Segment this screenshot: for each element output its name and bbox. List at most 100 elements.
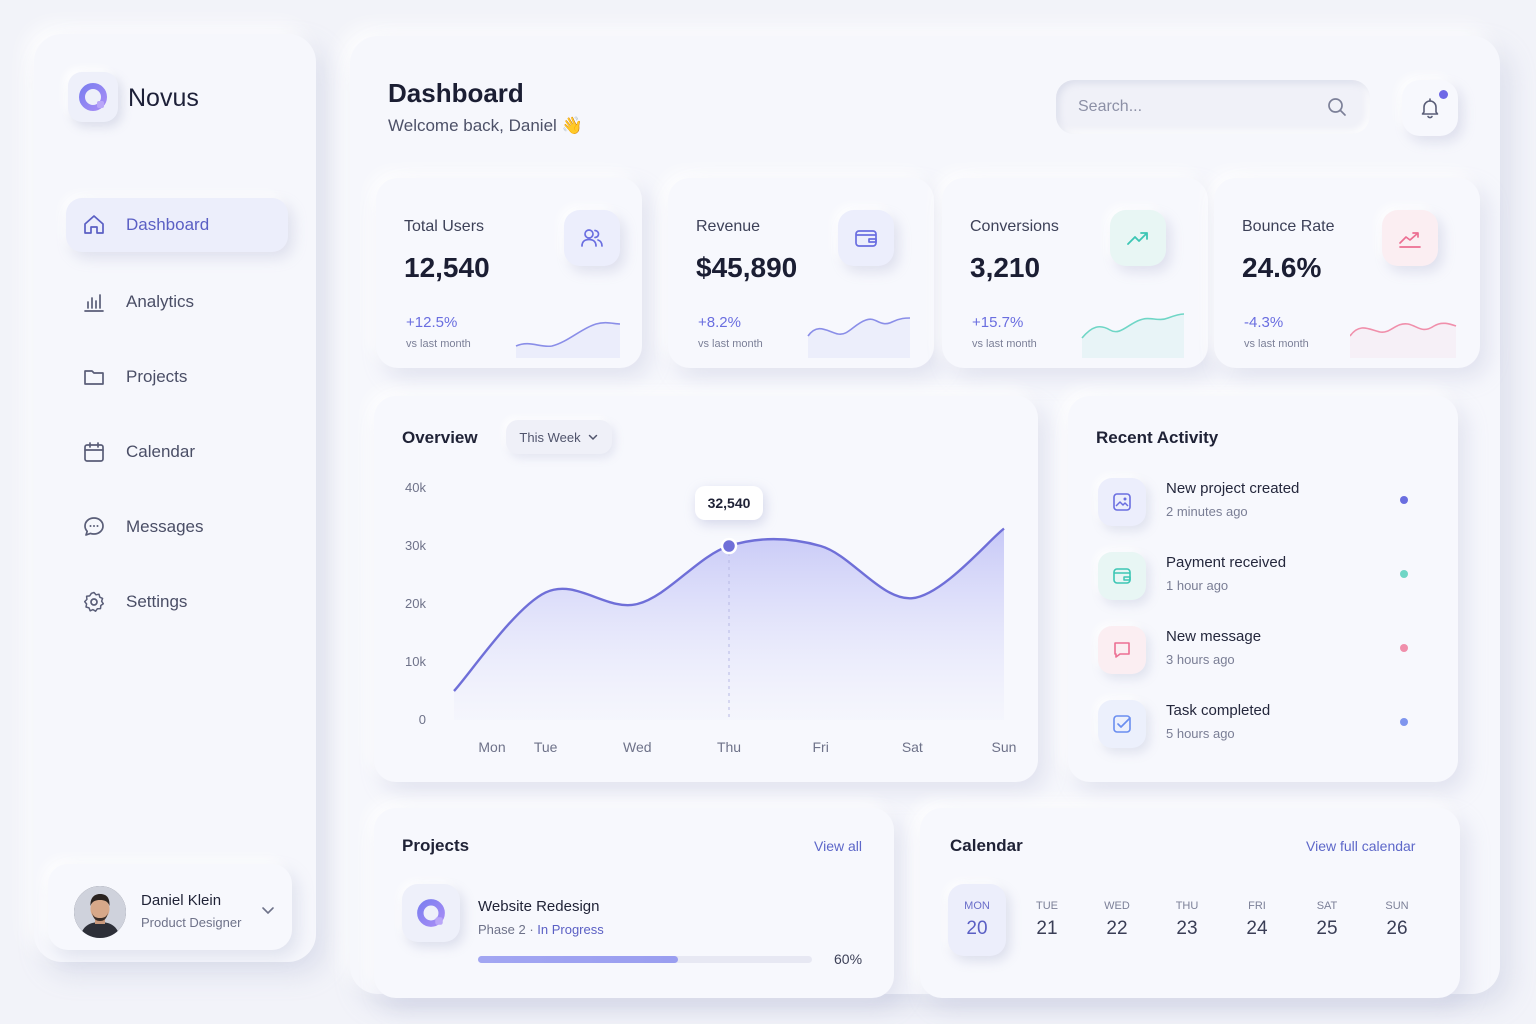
sparkline	[515, 321, 621, 358]
logo-icon	[417, 899, 445, 927]
range-dropdown[interactable]: This Week	[506, 420, 612, 454]
activity-item[interactable]: Task completed 5 hours ago	[1098, 698, 1418, 754]
stat-vs: vs last month	[1244, 338, 1309, 350]
calendar-day[interactable]: WED 22	[1088, 884, 1146, 956]
sidebar-item-calendar[interactable]: Calendar	[66, 425, 288, 479]
stat-value: 12,540	[404, 252, 490, 283]
stat-change: -4.3%	[1244, 314, 1284, 331]
calendar-icon	[84, 442, 104, 462]
chat-icon	[84, 517, 104, 536]
sidebar: Novus Dashboard Analytics Projects Calen…	[34, 34, 316, 962]
stat-vs: vs last month	[698, 338, 763, 350]
calendar-day[interactable]: MON 20	[948, 884, 1006, 956]
stat-icon-tile	[1110, 210, 1166, 266]
sidebar-item-label: Messages	[126, 517, 204, 536]
project-name[interactable]: Website Redesign	[478, 898, 600, 915]
activity-item[interactable]: New message 3 hours ago	[1098, 624, 1418, 680]
sidebar-item-label: Projects	[126, 367, 188, 386]
bar-chart-icon	[84, 294, 104, 312]
search-bar[interactable]	[1056, 80, 1370, 134]
sidebar-item-dashboard[interactable]: Dashboard	[66, 198, 288, 252]
users-icon	[581, 229, 603, 247]
search-icon[interactable]	[1326, 96, 1348, 118]
stat-change: +15.7%	[972, 314, 1024, 331]
calendar-day[interactable]: SUN 26	[1368, 884, 1426, 956]
calendar-day[interactable]: SAT 25	[1298, 884, 1356, 956]
activity-time: 5 hours ago	[1166, 726, 1235, 741]
y-tick-label: 40k	[405, 480, 426, 495]
progress-track	[478, 956, 812, 963]
highlight-point[interactable]	[720, 537, 738, 555]
stat-icon-tile	[1382, 210, 1438, 266]
calendar-day[interactable]: THU 23	[1158, 884, 1216, 956]
progress-fill	[478, 956, 679, 963]
bell-icon	[1421, 98, 1439, 119]
y-tick-label: 20k	[405, 596, 426, 611]
image-icon	[1113, 493, 1131, 511]
calendar-day[interactable]: TUE 21	[1018, 884, 1076, 956]
projects-card: Projects View all Website Redesign Phase…	[374, 808, 894, 998]
wallet-icon	[855, 230, 877, 247]
sidebar-item-label: Settings	[126, 592, 188, 611]
calendar-day[interactable]: FRI 24	[1228, 884, 1286, 956]
activity-title: New project created	[1166, 480, 1300, 497]
day-of-week: SAT	[1316, 900, 1338, 912]
activity-item[interactable]: Payment received 1 hour ago	[1098, 550, 1418, 606]
stat-card-total-users[interactable]: Total Users 12,540 +12.5% vs last month	[376, 178, 642, 368]
y-tick-label: 0	[419, 712, 426, 727]
notifications-button[interactable]	[1402, 80, 1458, 136]
sidebar-item-messages[interactable]: Messages	[66, 500, 288, 554]
user-menu[interactable]: Daniel Klein Product Designer	[48, 864, 292, 950]
activity-title: Task completed	[1166, 702, 1271, 719]
activity-icon-tile	[1098, 478, 1146, 526]
stat-card-conversions[interactable]: Conversions 3,210 +15.7% vs last month	[942, 178, 1208, 368]
x-tick-label: Thu	[717, 739, 741, 755]
activity-time: 3 hours ago	[1166, 652, 1235, 667]
activity-card: Recent Activity New project created 2 mi…	[1068, 396, 1458, 782]
stat-vs: vs last month	[972, 338, 1037, 350]
stat-value: 3,210	[970, 252, 1041, 283]
sparkline	[807, 317, 911, 358]
tooltip-box	[695, 486, 763, 520]
sidebar-item-label: Calendar	[126, 442, 195, 461]
sparkline	[1081, 313, 1185, 358]
stat-card-revenue[interactable]: Revenue $45,890 +8.2% vs last month	[668, 178, 934, 368]
chevron-down-icon[interactable]	[260, 902, 276, 918]
trend-icon	[1399, 232, 1421, 248]
sidebar-item-projects[interactable]: Projects	[66, 350, 288, 404]
stat-label: Revenue	[696, 218, 761, 235]
sidebar-item-label: Dashboard	[126, 215, 210, 234]
stat-card-bounce-rate[interactable]: Bounce Rate 24.6% -4.3% vs last month	[1214, 178, 1480, 368]
day-number: 20	[966, 918, 988, 939]
sidebar-item-analytics[interactable]: Analytics	[66, 275, 288, 329]
search-input[interactable]	[1078, 98, 1298, 116]
chat-icon	[1114, 642, 1130, 658]
projects-title: Projects	[402, 836, 470, 855]
calendar-title: Calendar	[950, 836, 1023, 855]
activity-title: Recent Activity	[1096, 428, 1219, 447]
day-of-week: SUN	[1385, 900, 1409, 912]
sidebar-item-settings[interactable]: Settings	[66, 575, 288, 629]
day-of-week: TUE	[1036, 900, 1058, 912]
y-tick-label: 10k	[405, 654, 426, 669]
activity-item[interactable]: New project created 2 minutes ago	[1098, 476, 1418, 532]
activity-icon-tile	[1098, 626, 1146, 674]
day-number: 25	[1316, 918, 1338, 939]
status-dot	[1400, 496, 1408, 504]
stat-icon-tile	[564, 210, 620, 266]
home-icon	[84, 215, 104, 234]
status-dot	[1400, 570, 1408, 578]
logo	[68, 72, 118, 122]
view-calendar-link[interactable]: View full calendar	[1306, 838, 1416, 854]
trend-up-icon	[1127, 232, 1148, 245]
calendar-card: Calendar View full calendar MON 20 TUE 21 …	[920, 808, 1460, 998]
activity-title: Payment received	[1166, 554, 1287, 571]
overview-chart[interactable]: 40k 30k 20k 10k 0 Mon Tue Wed Thu Fri Sat Sun 32,5…	[374, 396, 1038, 782]
gear-icon	[83, 591, 105, 612]
overview-card: Overview This Week 40k 30k 20k 10k 0 Mon Tue W…	[374, 396, 1038, 782]
view-all-link[interactable]: View all	[814, 838, 862, 854]
activity-icon-tile	[1098, 552, 1146, 600]
avatar-icon	[74, 886, 126, 938]
range-label: This Week	[519, 429, 581, 445]
x-tick-label: Mon	[478, 739, 505, 755]
